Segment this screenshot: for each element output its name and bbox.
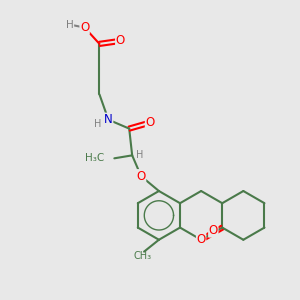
Text: O: O: [196, 233, 206, 246]
Text: O: O: [116, 34, 125, 47]
Text: O: O: [136, 170, 146, 183]
Text: H₃C: H₃C: [85, 153, 104, 163]
Text: N: N: [104, 113, 113, 126]
Text: O: O: [146, 116, 154, 129]
Text: H: H: [136, 150, 143, 161]
Text: H: H: [94, 119, 102, 129]
Text: O: O: [80, 21, 89, 34]
Text: CH₃: CH₃: [134, 251, 152, 261]
Text: H: H: [66, 20, 74, 30]
Text: O: O: [209, 224, 218, 237]
